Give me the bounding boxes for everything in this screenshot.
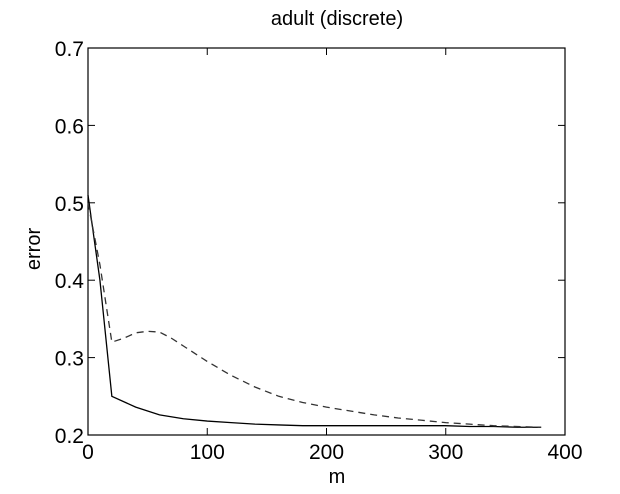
tick-labels: 0 100 200 300 400 0.2 0.3 0.4 0.5 0.6 0.7 (55, 38, 583, 464)
series-line-solid (87, 194, 542, 428)
series-layer (87, 194, 542, 428)
y-axis-label: error (23, 228, 45, 271)
x-tick-label: 200 (309, 441, 344, 464)
y-tick-label: 0.6 (55, 115, 84, 138)
x-tick-label: 300 (428, 441, 463, 464)
series-line-dashed (87, 202, 542, 428)
chart-title: adult (discrete) (271, 8, 403, 30)
x-axis-label: m (329, 466, 346, 488)
x-tick-label: 100 (190, 441, 225, 464)
x-tick-label: 0 (82, 441, 94, 464)
y-tick-label: 0.2 (55, 425, 84, 448)
x-tick-label: 400 (547, 441, 582, 464)
y-tick-label: 0.3 (55, 348, 84, 371)
y-tick-label: 0.4 (55, 270, 85, 293)
plot-area (87, 47, 566, 436)
y-tick-label: 0.7 (55, 38, 84, 61)
y-tick-label: 0.5 (55, 193, 84, 216)
axis-ticks (87, 47, 566, 436)
